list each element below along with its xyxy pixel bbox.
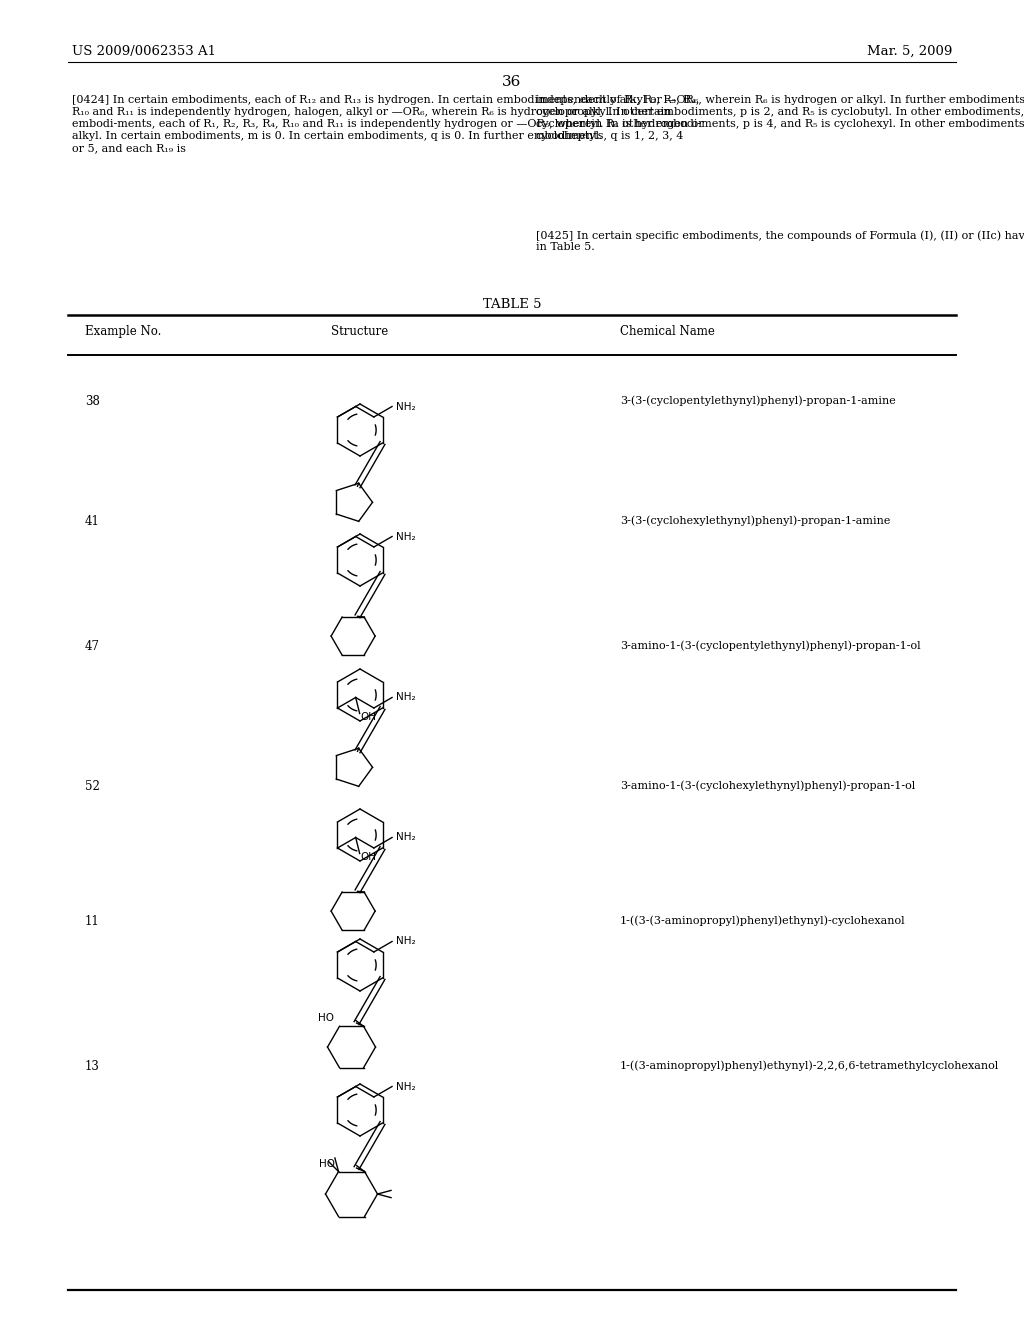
Text: NH₂: NH₂ [396,401,416,412]
Text: 3-(3-(cyclohexylethynyl)phenyl)-propan-1-amine: 3-(3-(cyclohexylethynyl)phenyl)-propan-1… [620,515,891,525]
Text: 41: 41 [85,515,100,528]
Text: R₁₀ and R₁₁ is independently hydrogen, halogen, alkyl or —OR₆, wherein R₆ is hyd: R₁₀ and R₁₁ is independently hydrogen, h… [72,107,672,117]
Text: Example No.: Example No. [85,325,162,338]
Text: Chemical Name: Chemical Name [620,325,715,338]
Text: embodi-ments, each of R₁, R₂, R₃, R₄, R₁₀ and R₁₁ is independently hydrogen or —: embodi-ments, each of R₁, R₂, R₃, R₄, R₁… [72,119,703,129]
Text: Mar. 5, 2009: Mar. 5, 2009 [866,45,952,58]
Text: or 5, and each R₁₉ is: or 5, and each R₁₉ is [72,143,186,153]
Text: US 2009/0062353 A1: US 2009/0062353 A1 [72,45,216,58]
Text: cyclopentyl. In other embodi-ments, p is 4, and R₅ is cyclohexyl. In other embod: cyclopentyl. In other embodi-ments, p is… [536,119,1024,129]
Text: NH₂: NH₂ [396,936,416,946]
Text: HO: HO [318,1159,335,1168]
Text: 1-((3-aminopropyl)phenyl)ethynyl)-2,2,6,6-tetramethylcyclohexanol: 1-((3-aminopropyl)phenyl)ethynyl)-2,2,6,… [620,1060,999,1071]
Text: cyclopropyl. In other embodiments, p is 2, and R₅ is cyclobutyl. In other embodi: cyclopropyl. In other embodiments, p is … [536,107,1024,117]
Text: 1-((3-(3-aminopropyl)phenyl)ethynyl)-cyclohexanol: 1-((3-(3-aminopropyl)phenyl)ethynyl)-cyc… [620,915,905,925]
Text: NH₂: NH₂ [396,1081,416,1092]
Text: [0424] In certain embodiments, each of R₁₂ and R₁₃ is hydrogen. In certain embod: [0424] In certain embodiments, each of R… [72,95,699,106]
Text: 11: 11 [85,915,99,928]
Text: NH₂: NH₂ [396,532,416,541]
Text: Structure: Structure [332,325,389,338]
Text: NH₂: NH₂ [396,833,416,842]
Text: independently alkyl or —OR₆, wherein R₆ is hydrogen or alkyl. In further embodim: independently alkyl or —OR₆, wherein R₆ … [536,95,1024,106]
Text: HO: HO [317,1014,334,1023]
Text: 38: 38 [85,395,100,408]
Text: cycloheptyl.: cycloheptyl. [536,131,603,141]
Text: 52: 52 [85,780,100,793]
Text: 47: 47 [85,640,100,653]
Text: OH: OH [360,711,377,722]
Text: [0425] In certain specific embodiments, the compounds of Formula (I), (II) or (I: [0425] In certain specific embodiments, … [536,230,1024,240]
Text: in Table 5.: in Table 5. [536,242,595,252]
Text: OH: OH [360,851,377,862]
Text: 3-amino-1-(3-(cyclohexylethynyl)phenyl)-propan-1-ol: 3-amino-1-(3-(cyclohexylethynyl)phenyl)-… [620,780,915,791]
Text: 3-(3-(cyclopentylethynyl)phenyl)-propan-1-amine: 3-(3-(cyclopentylethynyl)phenyl)-propan-… [620,395,896,405]
Text: NH₂: NH₂ [396,693,416,702]
Text: 3-amino-1-(3-(cyclopentylethynyl)phenyl)-propan-1-ol: 3-amino-1-(3-(cyclopentylethynyl)phenyl)… [620,640,921,651]
Text: 36: 36 [503,75,521,88]
Text: alkyl. In certain embodiments, m is 0. In certain embodiments, q is 0. In furthe: alkyl. In certain embodiments, m is 0. I… [72,131,683,141]
Text: 13: 13 [85,1060,100,1073]
Text: TABLE 5: TABLE 5 [482,298,542,312]
